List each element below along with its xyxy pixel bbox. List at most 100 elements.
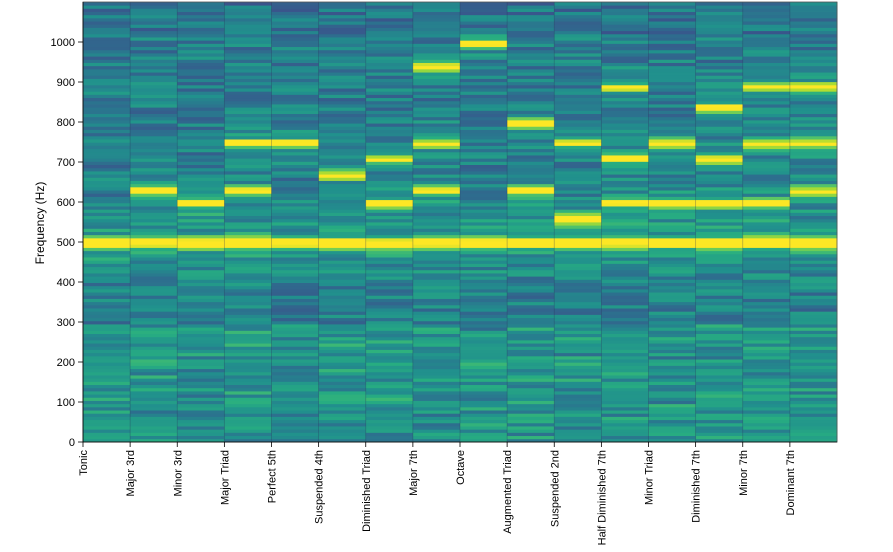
spectrogram-cell [695, 212, 744, 217]
spectrogram-cell [789, 174, 838, 178]
spectrogram-cell [271, 298, 320, 303]
spectrogram-cell [648, 266, 697, 271]
spectrogram-cell [83, 234, 131, 239]
spectrogram-cell [130, 368, 178, 373]
spectrogram-cell [318, 8, 367, 12]
spectrogram-cell [601, 336, 650, 341]
spectrogram-cell [83, 53, 131, 57]
spectrogram-cell [318, 206, 367, 210]
spectrogram-cell [365, 397, 414, 401]
spectrogram-cell [507, 59, 555, 63]
spectrogram-cell [271, 209, 320, 213]
spectrogram-cell [224, 5, 273, 9]
spectrogram-cell [365, 333, 414, 338]
spectrogram-cell [695, 269, 744, 274]
spectrogram-cell [83, 413, 131, 417]
spectrogram-cell [695, 266, 744, 271]
spectrogram-cell [601, 75, 650, 79]
spectrogram-cell [271, 317, 320, 322]
spectrogram-cell [365, 371, 414, 376]
spectrogram-cell [789, 228, 838, 232]
spectrogram-cell [507, 53, 555, 57]
spectrogram-cell [601, 46, 650, 51]
spectrogram-cell [130, 94, 178, 99]
spectrogram-cell [648, 62, 697, 67]
spectrogram-cell [507, 241, 555, 245]
spectrogram-cell [224, 247, 273, 252]
spectrogram-cell [460, 346, 508, 350]
spectrogram-cell [789, 244, 838, 248]
spectrogram-cell [83, 68, 131, 73]
spectrogram-cell [460, 266, 508, 271]
spectrogram-cell [554, 378, 602, 382]
spectrogram-cell [271, 40, 320, 44]
spectrogram-cell [789, 314, 838, 319]
spectrogram-cell [318, 46, 367, 51]
spectrogram-cell [177, 365, 225, 370]
spectrogram-cell [507, 78, 555, 83]
spectrogram-cell [460, 314, 508, 319]
spectrogram-cell [412, 91, 461, 95]
spectrogram-cell [83, 180, 131, 185]
spectrogram-cell [460, 352, 508, 357]
spectrogram-cell [177, 419, 225, 424]
spectrogram-cell [130, 339, 178, 344]
spectrogram-cell [224, 225, 273, 229]
spectrogram-cell [412, 292, 461, 296]
spectrogram-cell [365, 199, 414, 204]
spectrogram-cell [507, 257, 555, 261]
spectrogram-cell [412, 151, 461, 156]
spectrogram-cell [271, 253, 320, 258]
spectrogram-cell [224, 308, 273, 312]
spectrogram-cell [648, 88, 697, 92]
spectrogram-cell [271, 375, 320, 379]
spectrogram-cell [648, 435, 697, 440]
spectrogram-cell [695, 390, 744, 395]
spectrogram-cell [695, 250, 744, 255]
spectrogram-cell [507, 37, 555, 41]
spectrogram-cell [789, 241, 838, 245]
spectrogram-cell [271, 336, 320, 341]
spectrogram-cell [460, 253, 508, 258]
spectrogram-cell [224, 104, 273, 108]
spectrogram-cell [130, 237, 178, 242]
spectrogram-cell [130, 304, 178, 309]
spectrogram-cell [742, 110, 791, 114]
spectrogram-cell [648, 413, 697, 417]
spectrogram-cell [177, 206, 225, 210]
spectrogram-cell [271, 406, 320, 411]
spectrogram-cell [83, 97, 131, 102]
spectrogram-cell [601, 314, 650, 319]
spectrogram-cell [177, 145, 225, 150]
spectrogram-cell [554, 295, 602, 299]
spectrogram-cell [648, 199, 697, 204]
spectrogram-cell [412, 27, 461, 32]
spectrogram-cell [695, 132, 744, 137]
spectrogram-cell [412, 285, 461, 290]
spectrogram-cell [177, 394, 225, 398]
spectrogram-cell [318, 333, 367, 338]
spectrogram-cell [412, 266, 461, 271]
spectrogram-cell [695, 56, 744, 60]
spectrogram-cell [695, 429, 744, 433]
spectrogram-cell [460, 27, 508, 32]
spectrogram-cell [365, 231, 414, 236]
spectrogram-cell [507, 206, 555, 210]
spectrogram-cell [742, 11, 791, 16]
spectrogram-cell [318, 273, 367, 277]
spectrogram-cell [83, 81, 131, 86]
spectrogram-cell [412, 378, 461, 382]
spectrogram-cell [460, 174, 508, 178]
spectrogram-cell [412, 97, 461, 102]
spectrogram-cell [648, 161, 697, 166]
spectrogram-cell [130, 91, 178, 95]
spectrogram-cell [83, 333, 131, 338]
spectrogram-cell [601, 113, 650, 118]
spectrogram-cell [648, 438, 697, 443]
spectrogram-cell [130, 199, 178, 204]
spectrogram-cell [695, 362, 744, 366]
spectrogram-cell [365, 403, 414, 408]
spectrogram-cell [789, 225, 838, 229]
spectrogram-cell [460, 116, 508, 121]
spectrogram-cell [271, 62, 320, 67]
